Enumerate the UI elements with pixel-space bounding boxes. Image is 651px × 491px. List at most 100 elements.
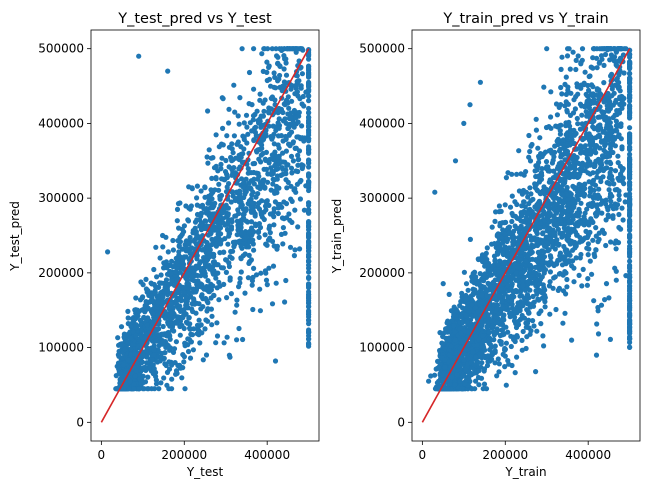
scatter-point <box>597 145 603 151</box>
scatter-point <box>125 315 131 321</box>
scatter-point <box>616 211 622 218</box>
scatter-point <box>193 310 199 316</box>
scatter-point <box>519 347 525 353</box>
scatter-point <box>145 374 151 380</box>
scatter-point <box>268 83 274 89</box>
scatter-point <box>263 241 269 247</box>
scatter-point <box>265 237 272 243</box>
scatter-point <box>249 200 255 206</box>
scatter-point <box>616 197 622 203</box>
scatter-point <box>547 311 553 317</box>
scatter-point <box>273 280 279 286</box>
scatter-point <box>598 178 604 185</box>
scatter-point <box>583 228 589 234</box>
scatter-point <box>182 340 188 346</box>
scatter-point <box>200 247 206 253</box>
scatter-point <box>306 295 312 302</box>
scatter-point <box>165 329 171 336</box>
scatter-point <box>186 205 192 211</box>
scatter-point <box>160 294 166 300</box>
scatter-point <box>160 244 166 250</box>
scatter-point <box>273 188 279 194</box>
scatter-point <box>250 205 256 211</box>
scatter-point <box>627 272 633 278</box>
scatter-point <box>156 342 162 349</box>
scatter-point <box>563 99 569 105</box>
scatter-point <box>531 269 537 275</box>
scatter-point <box>594 65 600 71</box>
scatter-point <box>117 371 123 377</box>
scatter-point <box>165 342 171 349</box>
scatter-point <box>160 232 166 239</box>
scatter-point <box>289 98 295 104</box>
scatter-point <box>231 244 237 250</box>
scatter-point <box>627 172 633 178</box>
scatter-point <box>268 134 274 140</box>
scatter-point <box>306 227 312 233</box>
scatter-point <box>165 68 171 74</box>
scatter-point <box>595 304 601 311</box>
scatter-point <box>508 310 514 317</box>
scatter-point <box>189 245 195 251</box>
scatter-point <box>146 364 152 370</box>
scatter-point <box>161 265 167 271</box>
scatter-point <box>570 247 576 253</box>
scatter-point <box>531 323 537 329</box>
scatter-point <box>220 125 226 131</box>
scatter-point <box>150 311 156 317</box>
scatter-point <box>554 112 561 118</box>
scatter-point <box>618 136 624 142</box>
scatter-point <box>549 218 555 224</box>
scatter-point <box>246 252 252 258</box>
scatter-point <box>274 183 280 190</box>
scatter-point <box>223 257 229 263</box>
scatter-point <box>583 149 590 155</box>
scatter-point <box>306 252 312 258</box>
chart-title: Y_train_pred vs Y_train <box>442 11 608 27</box>
scatter-point <box>627 210 633 216</box>
scatter-point <box>306 164 312 170</box>
scatter-point <box>176 225 182 231</box>
scatter-point <box>611 90 617 96</box>
scatter-point <box>440 281 446 287</box>
scatter-point <box>239 159 245 165</box>
scatter-point <box>150 371 156 377</box>
scatter-point <box>582 181 588 187</box>
scatter-point <box>273 85 279 91</box>
scatter-point <box>210 155 216 161</box>
scatter-point <box>575 223 581 229</box>
scatter-point <box>245 185 251 191</box>
scatter-point <box>560 181 566 188</box>
scatter-point <box>189 273 196 279</box>
scatter-point <box>235 227 241 233</box>
scatter-point <box>502 202 508 208</box>
scatter-point <box>256 234 262 240</box>
scatter-point <box>202 261 208 267</box>
scatter-point <box>533 116 539 122</box>
scatter-point <box>237 95 243 101</box>
scatter-point <box>579 112 585 118</box>
scatter-point <box>587 258 593 264</box>
scatter-point <box>275 60 281 66</box>
scatter-point <box>183 304 189 310</box>
scatter-point <box>196 264 202 270</box>
scatter-point <box>606 187 612 193</box>
scatter-point <box>306 114 312 120</box>
scatter-point <box>127 379 133 385</box>
scatter-point <box>298 85 304 91</box>
scatter-point <box>306 243 312 249</box>
scatter-point <box>618 226 624 232</box>
scatter-point <box>523 320 529 326</box>
scatter-point <box>543 159 550 165</box>
scatter-point <box>552 274 558 280</box>
scatter-point <box>585 241 592 247</box>
scatter-point <box>120 362 127 368</box>
scatter-point <box>494 306 500 312</box>
scatter-point <box>584 282 591 288</box>
scatter-point <box>199 210 205 216</box>
scatter-point <box>542 299 548 305</box>
scatter-point <box>175 238 181 244</box>
scatter-point <box>257 286 263 292</box>
scatter-point <box>251 247 257 253</box>
scatter-point <box>219 210 226 216</box>
